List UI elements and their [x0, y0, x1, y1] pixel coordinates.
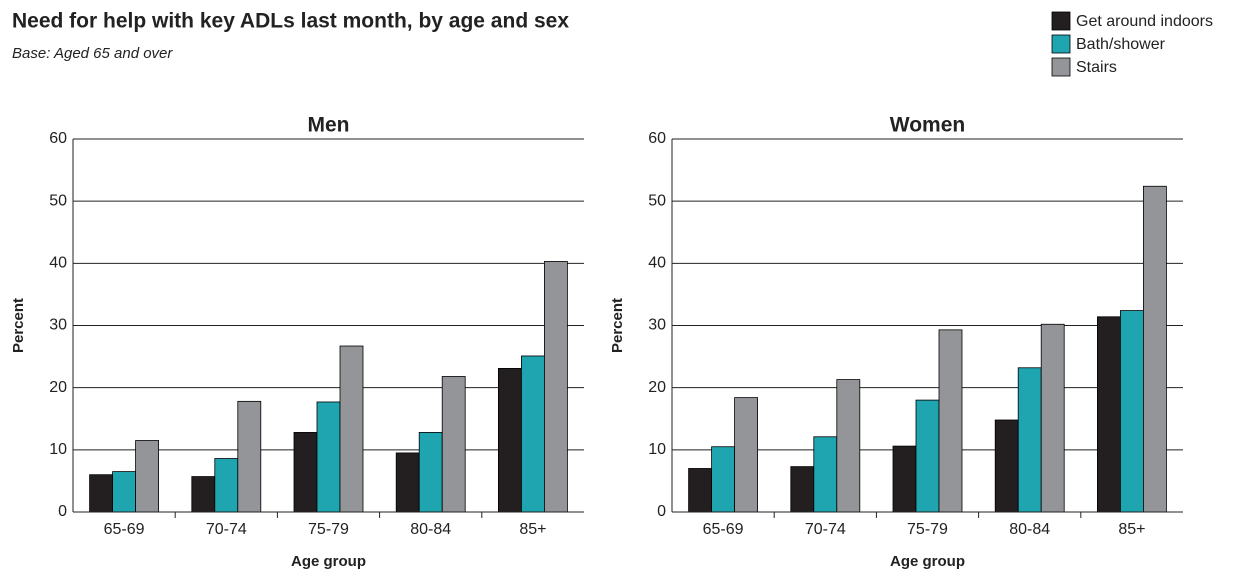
bar [441, 376, 466, 513]
bar [1097, 316, 1121, 513]
bar [1120, 310, 1144, 513]
x-tick-label: 65-69 [703, 521, 744, 538]
bar [938, 329, 963, 513]
x-tick-label: 85+ [519, 521, 546, 538]
bar [497, 367, 522, 513]
y-tick-label: 40 [49, 255, 67, 272]
bar [237, 400, 262, 513]
y-tick-label: 0 [657, 503, 666, 520]
bar [892, 445, 917, 513]
legend-swatch [1051, 57, 1071, 77]
x-axis-label: Age group [890, 553, 965, 570]
y-tick-label: 50 [49, 192, 67, 209]
bar [1040, 323, 1065, 513]
bar [790, 466, 815, 513]
bar [1143, 185, 1167, 513]
y-tick-label: 20 [49, 379, 67, 396]
y-tick-label: 10 [49, 441, 67, 458]
bar [135, 440, 160, 513]
bar [293, 432, 318, 513]
subtitle: Base: Aged 65 and over [12, 45, 173, 62]
x-tick-label: 70-74 [206, 521, 247, 538]
y-axis-label: Percent [609, 298, 626, 353]
bar [836, 379, 861, 513]
bar [688, 468, 712, 513]
y-tick-label: 0 [58, 503, 67, 520]
panel-title: Men [308, 114, 350, 137]
legend-swatch [1051, 34, 1071, 54]
y-tick-label: 30 [49, 317, 67, 334]
y-tick-label: 50 [648, 192, 666, 209]
bar [191, 476, 216, 513]
bar [418, 432, 443, 513]
x-tick-label: 75-79 [308, 521, 349, 538]
bar [711, 446, 735, 513]
legend-label: Stairs [1076, 59, 1117, 76]
x-tick-label: 70-74 [805, 521, 846, 538]
y-tick-label: 20 [648, 379, 666, 396]
bar [112, 471, 136, 513]
bar [813, 436, 838, 513]
bar [1017, 367, 1042, 513]
bar [544, 261, 568, 513]
bar [89, 474, 113, 513]
bar [521, 355, 545, 513]
y-tick-label: 30 [648, 317, 666, 334]
x-tick-label: 75-79 [907, 521, 948, 538]
bar [339, 345, 364, 513]
panel-title: Women [890, 114, 965, 137]
y-tick-label: 40 [648, 255, 666, 272]
bar [214, 458, 239, 513]
y-tick-label: 10 [648, 441, 666, 458]
bar [734, 397, 758, 513]
y-tick-label: 60 [648, 130, 666, 147]
page-title: Need for help with key ADLs last month, … [12, 10, 569, 33]
x-tick-label: 80-84 [1009, 521, 1050, 538]
x-tick-label: 65-69 [104, 521, 145, 538]
y-axis-label: Percent [10, 298, 27, 353]
legend-label: Get around indoors [1076, 13, 1213, 30]
bar [316, 401, 341, 513]
bar [395, 452, 420, 513]
x-axis-label: Age group [291, 553, 366, 570]
bar [994, 419, 1019, 513]
x-tick-label: 85+ [1118, 521, 1145, 538]
legend-swatch [1051, 11, 1071, 31]
bar [915, 399, 940, 513]
x-tick-label: 80-84 [410, 521, 451, 538]
y-tick-label: 60 [49, 130, 67, 147]
legend-label: Bath/shower [1076, 36, 1166, 53]
